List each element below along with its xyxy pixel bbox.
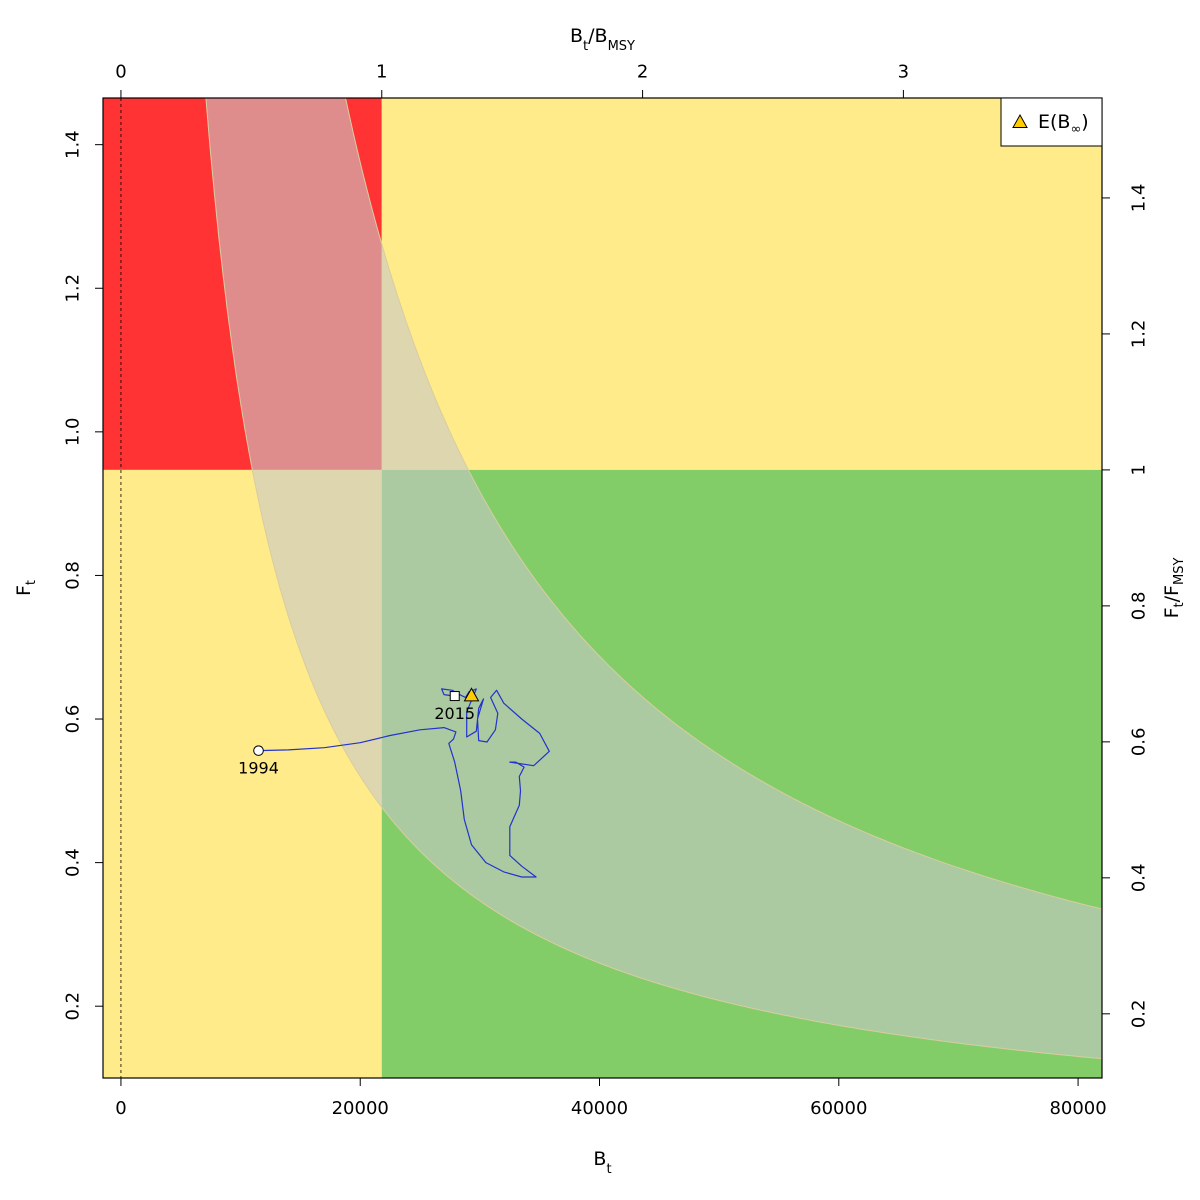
y-tick-label: 0.2 (63, 992, 84, 1021)
y2-axis-title: Ft/FMSY (1161, 558, 1187, 619)
end-point-marker (449, 691, 460, 702)
x2-tick-label: 1 (376, 62, 387, 83)
end-point-label: 2015 (434, 704, 475, 723)
y-tick-label: 1.0 (63, 418, 84, 447)
y-tick-label: 0.6 (63, 705, 84, 734)
x-tick-label: 0 (115, 1098, 126, 1119)
legend: E(B∞) (1000, 97, 1103, 147)
msy-confidence-band (205, 98, 1102, 1060)
x2-tick-label: 3 (898, 62, 909, 83)
x2-tick-label: 0 (115, 62, 126, 83)
plot-frame (102, 97, 1103, 1079)
legend-label: E(B∞) (1038, 111, 1089, 137)
x-axis-title: Bt (593, 1148, 611, 1177)
x-tick-label: 40000 (571, 1098, 628, 1119)
y2-tick-label: 1 (1129, 464, 1150, 475)
x-tick-label: 80000 (1049, 1098, 1106, 1119)
region-yellow-upper (381, 98, 1102, 470)
biomass-fishing-trajectory (258, 688, 550, 878)
y-axis-title: Ft (13, 580, 39, 596)
y-tick-label: 1.4 (63, 130, 84, 159)
msy-band-area (205, 98, 1102, 1060)
axes: 0 20000 40000 60000 80000 0.2 0.4 0.6 0.8 1.0 1.2 1… (13, 25, 1187, 1177)
y-tick-label: 1.2 (63, 274, 84, 303)
y2-tick-label: 0.2 (1129, 999, 1150, 1028)
y2-tick-label: 1.2 (1129, 320, 1150, 349)
x-tick-label: 60000 (810, 1098, 867, 1119)
y2-tick-label: 0.6 (1129, 728, 1150, 757)
y2-tick-label: 0.4 (1129, 864, 1150, 893)
legend-triangle-marker (1012, 113, 1028, 128)
y2-tick-label: 1.4 (1129, 184, 1150, 213)
y2-tick-label: 0.8 (1129, 592, 1150, 621)
x2-tick-label: 2 (637, 62, 648, 83)
x-tick-label: 20000 (332, 1098, 389, 1119)
trajectory-group: 1994 2015 (238, 687, 550, 878)
start-point-label: 1994 (238, 759, 279, 778)
expected-equilibrium-marker (463, 687, 480, 702)
start-point-marker (253, 745, 264, 756)
y-tick-label: 0.8 (63, 561, 84, 590)
x2-axis-title: Bt/BMSY (570, 25, 635, 54)
y-tick-label: 0.4 (63, 848, 84, 877)
